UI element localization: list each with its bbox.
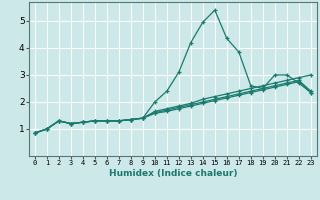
X-axis label: Humidex (Indice chaleur): Humidex (Indice chaleur) (108, 169, 237, 178)
